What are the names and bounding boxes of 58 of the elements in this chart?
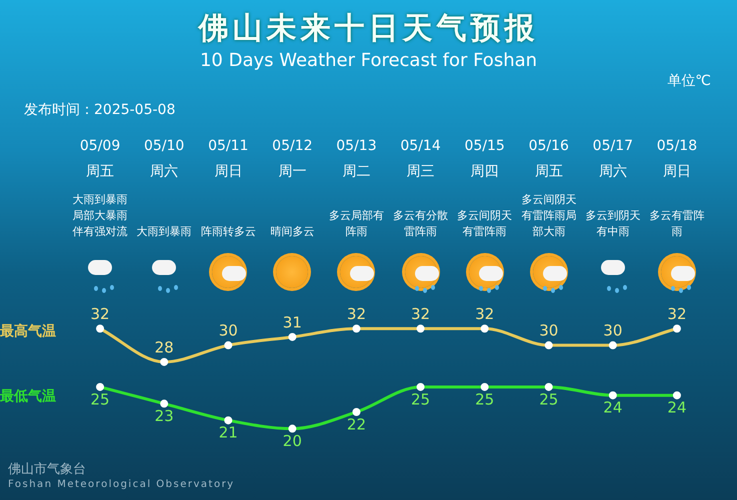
- data-label: 24: [603, 398, 622, 417]
- text: 多云到阴天有中雨: [585, 208, 640, 238]
- text: 周六: [150, 164, 178, 180]
- text: 周日: [214, 164, 242, 180]
- text: Foshan Meteorological Observatory: [8, 479, 235, 490]
- text: 单位℃: [667, 72, 711, 90]
- chart-title: 佛山未来十日天气预报: [196, 10, 540, 48]
- x-tick-label: 05/09: [80, 138, 120, 154]
- x-tick-label: 05/10: [144, 138, 184, 154]
- text: 大雨到暴雨局部大暴雨伴有强对流: [72, 192, 128, 238]
- data-label: 30: [539, 322, 558, 340]
- data-label: 21: [218, 424, 238, 442]
- data-label: 25: [411, 390, 430, 408]
- data-label: 32: [475, 305, 494, 324]
- text: 发布时间：2025-05-08: [24, 101, 176, 119]
- text: 周三: [406, 164, 435, 180]
- text: 晴间多云: [270, 224, 314, 238]
- text: 周五: [86, 164, 114, 180]
- data-label: 25: [90, 390, 110, 408]
- data-label: 24: [667, 398, 686, 417]
- data-label: 30: [218, 322, 238, 340]
- x-tick-label: 05/17: [592, 138, 634, 154]
- data-label: 30: [603, 322, 622, 340]
- text: 周一: [278, 164, 306, 180]
- text: 最高气温: [0, 322, 56, 340]
- data-label: 32: [346, 305, 366, 324]
- x-tick-label: 05/13: [336, 138, 377, 154]
- data-label: 25: [475, 390, 494, 408]
- chart-subtitle: 10 Days Weather Forecast for Foshan: [198, 50, 538, 71]
- x-tick-label: 05/14: [400, 138, 441, 154]
- x-tick-label: 05/11: [208, 138, 248, 154]
- data-label: 25: [539, 390, 558, 408]
- text: 大雨到暴雨: [136, 224, 192, 238]
- x-tick-label: 05/12: [272, 138, 313, 154]
- x-tick-label: 05/18: [656, 138, 698, 154]
- data-label: 32: [90, 305, 110, 324]
- x-tick-label: 05/16: [528, 138, 570, 154]
- data-label: 31: [282, 313, 302, 332]
- data-label: 20: [282, 432, 302, 450]
- data-label: 32: [667, 305, 686, 324]
- text: 阵雨转多云: [200, 224, 256, 238]
- text: 佛山市气象台: [8, 461, 86, 478]
- text: 多云局部有阵雨: [328, 208, 384, 238]
- text: 多云间阴天有雷阵雨局部大雨: [521, 192, 576, 238]
- text: 最低气温: [0, 388, 56, 405]
- data-label: 23: [154, 407, 174, 426]
- text: 周二: [342, 164, 370, 180]
- text: 多云间阴天有雷阵雨: [457, 208, 512, 238]
- data-label: 28: [154, 338, 174, 356]
- text: 多云有分散雷阵雨: [393, 208, 448, 238]
- text: 多云有雷阵雨: [649, 208, 704, 238]
- data-label: 32: [411, 305, 430, 324]
- text: 周四: [470, 164, 499, 180]
- x-tick-label: 05/15: [464, 138, 505, 154]
- text: 周日: [662, 164, 691, 180]
- data-label: 22: [346, 415, 366, 434]
- text: 周五: [534, 164, 563, 180]
- text: 周六: [598, 164, 627, 180]
